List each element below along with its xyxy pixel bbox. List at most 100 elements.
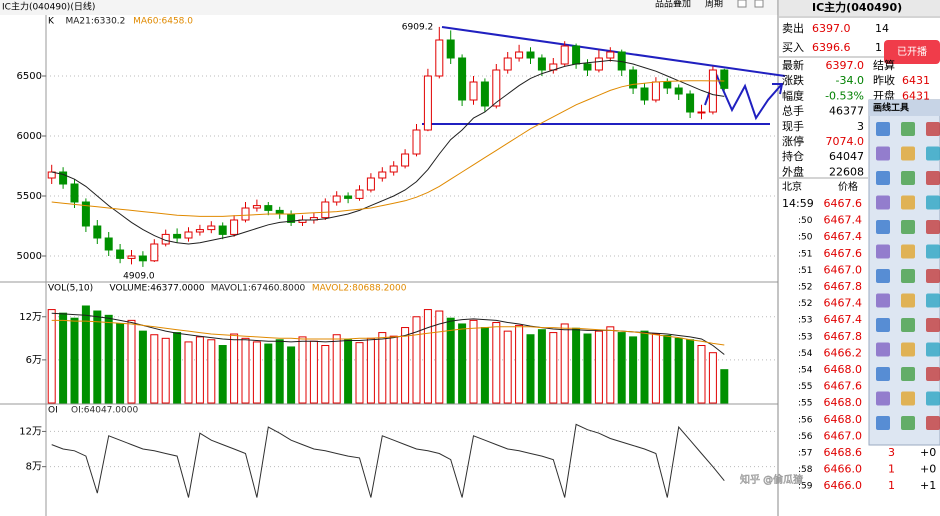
- quote-value: 6397.0: [826, 59, 865, 72]
- tool-icon[interactable]: [876, 269, 890, 283]
- trade-price: 6467.6: [824, 197, 863, 210]
- tool-icon[interactable]: [876, 293, 890, 308]
- candle-body: [344, 195, 353, 199]
- volume-bar: [321, 345, 330, 404]
- volume-bar: [389, 335, 398, 404]
- volume-bar: [218, 345, 227, 404]
- tool-icon[interactable]: [901, 171, 915, 185]
- tool-icon[interactable]: [901, 195, 915, 210]
- tool-icon[interactable]: [901, 416, 915, 430]
- candle-body: [469, 81, 478, 101]
- tool-icon[interactable]: [926, 122, 940, 136]
- tool-icon[interactable]: [926, 293, 940, 308]
- trade-time: :53: [798, 316, 812, 326]
- trade-time: :52: [798, 283, 812, 293]
- tool-icon[interactable]: [901, 269, 915, 283]
- trade-price: 6468.0: [824, 413, 863, 426]
- volume-bar: [663, 334, 672, 404]
- trade-price: 6467.8: [824, 280, 863, 293]
- trade-volume: 1: [888, 463, 895, 476]
- volume-bar: [298, 336, 307, 404]
- volume-bar: [195, 336, 204, 404]
- legend-entry: VOLUME:46377.0000: [110, 284, 205, 294]
- tool-icon[interactable]: [926, 195, 940, 210]
- checkbox[interactable]: [737, 0, 747, 8]
- tool-icon[interactable]: [876, 416, 890, 430]
- live-button[interactable]: [884, 40, 940, 64]
- quote-title: IC主力(040490): [812, 0, 902, 14]
- tool-icon[interactable]: [926, 171, 940, 185]
- trade-price: 6466.2: [824, 346, 863, 359]
- candle-body: [606, 51, 615, 59]
- trade-time: :50: [798, 233, 813, 243]
- menu-item[interactable]: 周期: [705, 0, 723, 10]
- tool-icon[interactable]: [901, 122, 915, 136]
- tool-icon[interactable]: [926, 318, 940, 332]
- buy-label: 买入: [782, 41, 804, 54]
- tool-icon[interactable]: [901, 146, 915, 161]
- tool-icon[interactable]: [926, 416, 940, 430]
- tool-icon[interactable]: [926, 244, 940, 259]
- tool-icon[interactable]: [876, 391, 890, 406]
- candle-body: [423, 75, 432, 131]
- trade-time: :53: [798, 332, 812, 342]
- tool-icon[interactable]: [876, 342, 890, 357]
- tool-icon[interactable]: [876, 220, 890, 234]
- volume-bar: [127, 319, 136, 404]
- tool-icon[interactable]: [926, 391, 940, 406]
- volume-bar: [287, 346, 296, 404]
- tool-icon[interactable]: [926, 367, 940, 381]
- menu-item[interactable]: 品品叠加: [655, 0, 691, 10]
- quote-value: 46377: [829, 105, 864, 118]
- tool-icon[interactable]: [926, 269, 940, 283]
- tool-icon[interactable]: [876, 318, 890, 332]
- trade-time: :51: [798, 249, 812, 259]
- volume-bar: [93, 310, 102, 404]
- tool-icon[interactable]: [901, 367, 915, 381]
- checkbox[interactable]: [754, 0, 764, 8]
- title-bar: [0, 0, 778, 15]
- candle-body: [697, 111, 706, 114]
- candle-body: [526, 51, 535, 59]
- candle-body: [252, 205, 261, 209]
- volume-bar: [594, 330, 603, 404]
- tool-icon[interactable]: [926, 146, 940, 161]
- candle-body: [720, 69, 729, 89]
- tool-icon[interactable]: [876, 244, 890, 259]
- candle-body: [378, 171, 387, 179]
- tool-icon[interactable]: [901, 342, 915, 357]
- candle-body: [93, 225, 102, 239]
- quote-label: 最新: [782, 58, 804, 72]
- annotation: 4909.0: [123, 271, 155, 281]
- tool-icon[interactable]: [926, 342, 940, 357]
- live-label[interactable]: 已开播: [897, 45, 927, 58]
- tool-icon[interactable]: [901, 244, 915, 259]
- volume-bar: [366, 337, 375, 404]
- y-tick-label: 8万: [26, 462, 42, 473]
- trade-time: :56: [798, 415, 813, 425]
- tool-icon[interactable]: [876, 171, 890, 185]
- tool-icon[interactable]: [926, 220, 940, 234]
- trade-time: :54: [798, 349, 813, 359]
- volume-bar: [515, 324, 524, 404]
- tool-icon[interactable]: [901, 318, 915, 332]
- tool-icon[interactable]: [876, 146, 890, 161]
- candle-body: [207, 225, 216, 231]
- trade-price: 6467.4: [824, 230, 863, 243]
- tool-icon[interactable]: [876, 122, 890, 136]
- tool-icon[interactable]: [901, 220, 915, 234]
- tool-icon[interactable]: [876, 195, 890, 210]
- tool-icon[interactable]: [876, 367, 890, 381]
- quote-label: 持仓: [782, 149, 804, 163]
- trade-time: :50: [798, 216, 813, 226]
- tool-icon[interactable]: [901, 391, 915, 406]
- candle-body: [537, 57, 546, 71]
- volume-bar: [640, 330, 649, 404]
- candle-body: [594, 57, 603, 71]
- candle-body: [104, 237, 113, 251]
- y-tick-label: 12万: [19, 426, 42, 437]
- candle-body: [515, 51, 524, 59]
- candle-body: [583, 63, 592, 71]
- tool-icon[interactable]: [901, 293, 915, 308]
- volume-bar: [526, 334, 535, 404]
